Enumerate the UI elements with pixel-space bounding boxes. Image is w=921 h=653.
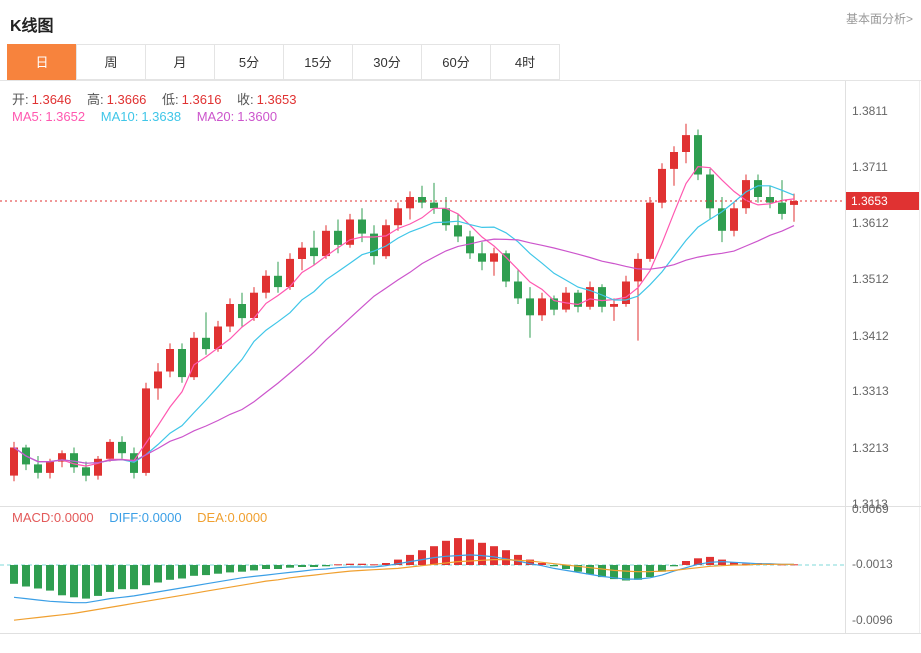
price-axis-label: 1.3113 xyxy=(852,497,888,511)
fundamental-analysis-link[interactable]: 基本面分析> xyxy=(845,12,913,26)
tab-4时[interactable]: 4时 xyxy=(490,44,560,80)
macd-axis-label: 0.0069 xyxy=(852,502,889,516)
tab-30分[interactable]: 30分 xyxy=(352,44,422,80)
tab-60分[interactable]: 60分 xyxy=(421,44,491,80)
price-axis-label: 1.3412 xyxy=(852,329,889,343)
current-price-badge: 1.3653 xyxy=(846,192,919,210)
candlestick-chart[interactable] xyxy=(0,81,845,506)
tab-周[interactable]: 周 xyxy=(76,44,146,80)
widget-header: K线图 基本面分析> xyxy=(0,0,921,44)
axis-divider-line xyxy=(845,81,846,634)
price-axis-label: 1.3313 xyxy=(852,384,889,398)
price-axis-label: 1.3512 xyxy=(852,272,889,286)
price-axis-label: 1.3811 xyxy=(852,104,888,118)
tab-月[interactable]: 月 xyxy=(145,44,215,80)
tab-5分[interactable]: 5分 xyxy=(214,44,284,80)
tab-15分[interactable]: 15分 xyxy=(283,44,353,80)
bottom-border-line xyxy=(0,633,921,634)
page-title: K线图 xyxy=(10,18,54,35)
right-border-line xyxy=(919,81,920,634)
chart-area: 开: 1.3646 高: 1.3666 低: 1.3616 收: 1.3653 MA5:… xyxy=(0,81,921,634)
macd-axis-label: -0.0096 xyxy=(852,613,893,627)
price-axis-label: 1.3213 xyxy=(852,441,889,455)
macd-separator-line xyxy=(0,506,921,507)
price-axis-label: 1.3612 xyxy=(852,216,889,230)
price-axis-label: 1.3711 xyxy=(852,160,888,174)
tab-日[interactable]: 日 xyxy=(7,44,77,80)
timeframe-tab-bar: 日周月 5分 15分 30分 60分 4时 xyxy=(0,44,921,81)
macd-chart[interactable] xyxy=(0,506,845,634)
macd-axis-label: -0.0013 xyxy=(852,557,893,571)
